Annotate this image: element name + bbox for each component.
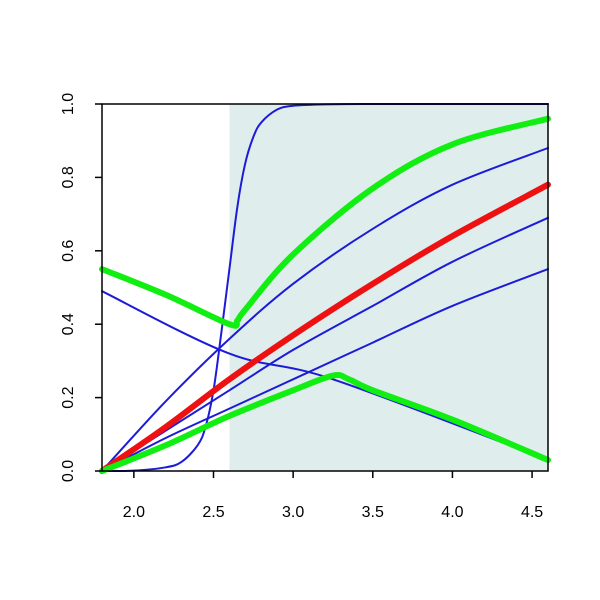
x-tick-label: 3.0 bbox=[282, 504, 304, 521]
series-line-4 bbox=[101, 268, 549, 472]
x-tick-label: 2.5 bbox=[202, 504, 224, 521]
x-tick-label: 4.0 bbox=[441, 504, 463, 521]
plot-frame bbox=[101, 103, 549, 472]
series-layer bbox=[99, 102, 551, 474]
y-tick-label: 0.4 bbox=[60, 313, 77, 335]
y-tick-label: 0.0 bbox=[60, 460, 77, 482]
x-tick-label: 4.5 bbox=[521, 504, 543, 521]
shaded-region bbox=[229, 104, 548, 471]
y-tick-label: 1.0 bbox=[60, 93, 77, 115]
x-tick-label: 3.5 bbox=[362, 504, 384, 521]
series-line-2 bbox=[101, 147, 549, 472]
y-tick-label: 0.2 bbox=[60, 386, 77, 408]
axes-layer: 2.0 2.5 3.0 3.5 4.0 4.5 0.0 0.2 0.4 0.6 0.8 1.0 bbox=[60, 93, 549, 521]
y-tick-label: 0.8 bbox=[60, 166, 77, 188]
series-line-7 bbox=[99, 115, 551, 329]
series-line-6 bbox=[99, 181, 551, 474]
x-tick-label: 2.0 bbox=[123, 504, 145, 521]
shaded-region-layer bbox=[229, 104, 548, 471]
y-tick-label: 0.6 bbox=[60, 240, 77, 262]
series-line-8 bbox=[99, 372, 551, 474]
